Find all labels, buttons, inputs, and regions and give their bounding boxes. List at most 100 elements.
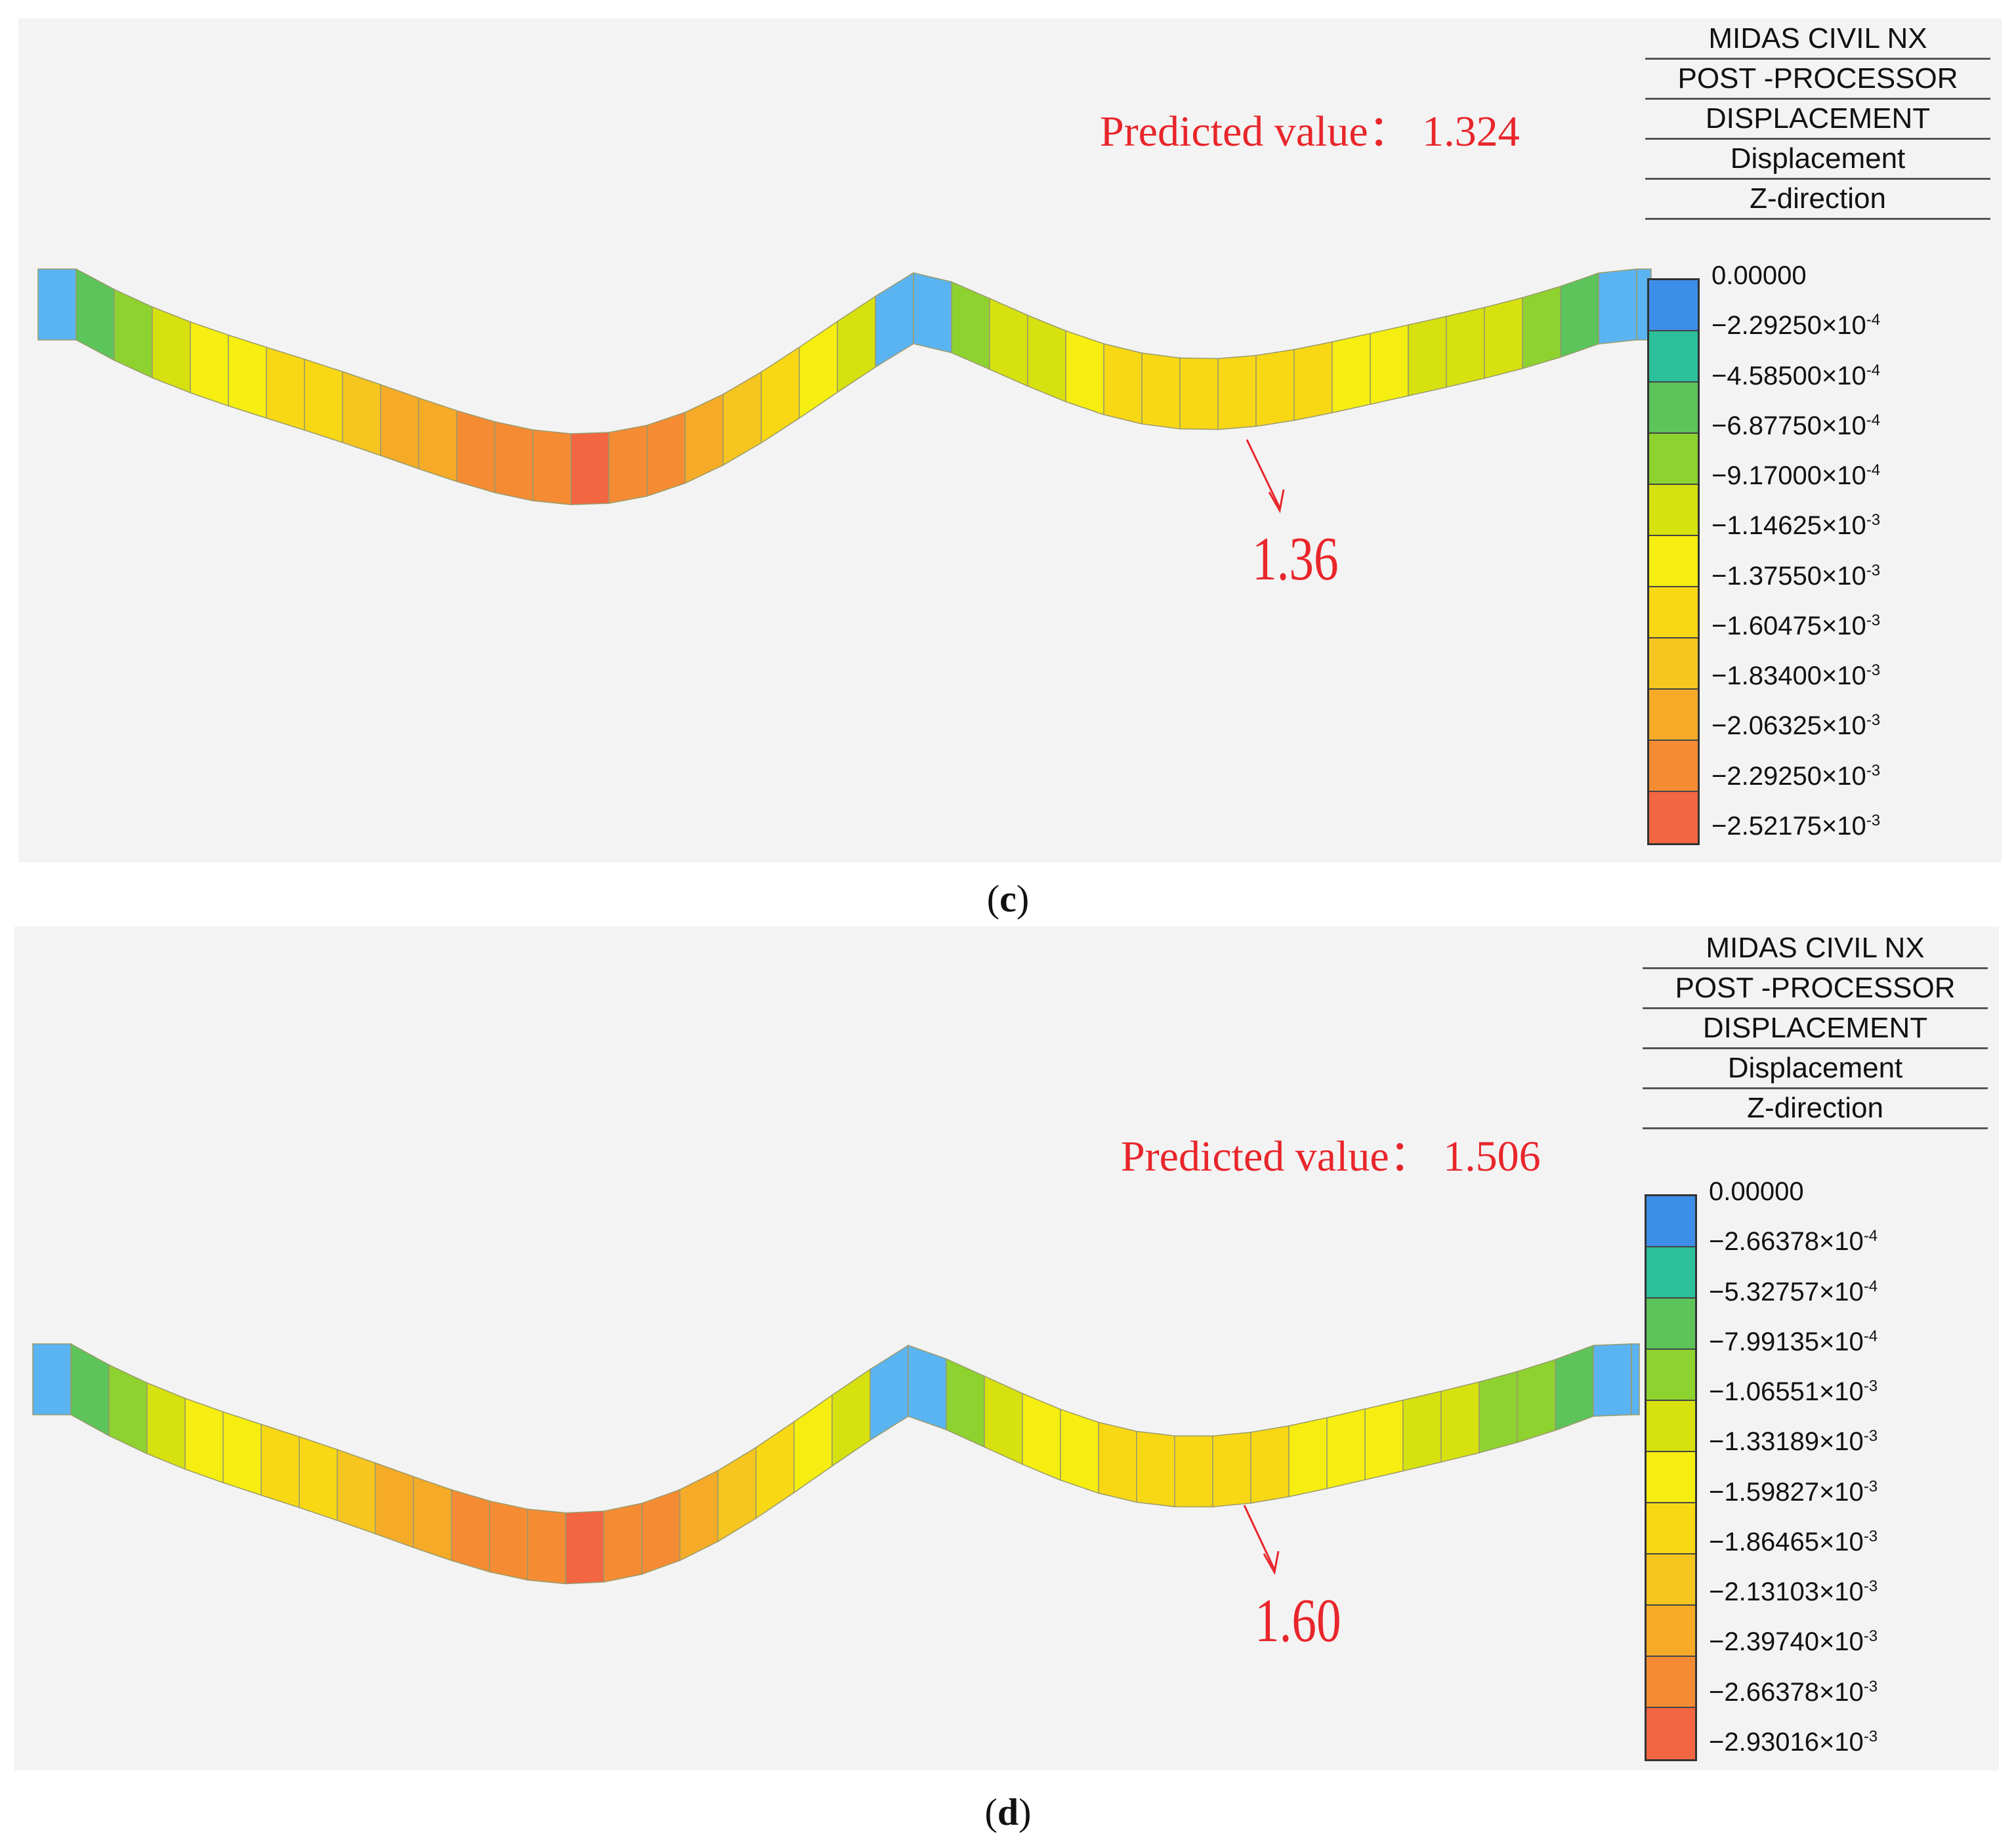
predicted-value-label: Predicted value： 1.324 bbox=[1100, 108, 1520, 156]
beam-element bbox=[304, 358, 343, 444]
scale-label: −1.60475×10-3 bbox=[1712, 611, 1881, 640]
beam-element bbox=[32, 1343, 72, 1415]
beam-element bbox=[603, 1503, 642, 1583]
beam-element bbox=[831, 1368, 871, 1467]
beam-element bbox=[755, 1421, 795, 1520]
scale-label: −2.66378×10-3 bbox=[1709, 1677, 1878, 1707]
beam-element bbox=[646, 411, 686, 497]
beam-element bbox=[190, 321, 229, 407]
legend-title-module: POST -PROCESSOR bbox=[1643, 969, 1988, 1009]
scale-swatch bbox=[1647, 1554, 1695, 1606]
beam-element bbox=[1522, 285, 1561, 369]
scale-label: −6.87750×10-4 bbox=[1712, 411, 1881, 440]
beam-element bbox=[679, 1469, 719, 1562]
beam-element bbox=[37, 268, 77, 341]
scale-swatch bbox=[1649, 638, 1698, 690]
beam-element bbox=[837, 295, 876, 394]
legend-title-software: MIDAS CIVIL NX bbox=[1643, 929, 1988, 969]
legend-panel: MIDAS CIVIL NX POST -PROCESSOR DISPLACEM… bbox=[1634, 18, 2002, 862]
scale-swatch bbox=[1649, 331, 1698, 383]
beam-element bbox=[1408, 316, 1447, 397]
scale-swatch bbox=[1647, 1657, 1695, 1708]
beam-element bbox=[1103, 343, 1143, 425]
scale-swatch bbox=[1649, 383, 1698, 434]
beam-element bbox=[717, 1446, 757, 1543]
scale-swatch bbox=[1649, 485, 1698, 536]
beam-element bbox=[1446, 306, 1485, 388]
legend-title-component: Displacement bbox=[1645, 140, 1990, 180]
callout-arrow bbox=[1246, 439, 1285, 514]
beam-element bbox=[418, 397, 457, 482]
beam-element bbox=[1593, 1343, 1632, 1417]
scale-swatch bbox=[1647, 1299, 1695, 1350]
figure-caption-d: (d) bbox=[984, 1791, 1032, 1833]
scale-swatch bbox=[1647, 1350, 1695, 1401]
beam-element bbox=[1212, 1431, 1251, 1508]
beam-element bbox=[1370, 324, 1409, 406]
beam-element bbox=[870, 1345, 909, 1442]
scale-label: −9.17000×10-4 bbox=[1712, 461, 1881, 491]
beam-element bbox=[451, 1489, 490, 1573]
beam-element bbox=[608, 425, 648, 504]
beam-element bbox=[1174, 1435, 1213, 1508]
beam-element bbox=[913, 272, 952, 354]
scale-swatch bbox=[1649, 280, 1698, 331]
beam-element bbox=[1217, 354, 1257, 430]
beam-element bbox=[1022, 1392, 1061, 1481]
legend-title-component: Displacement bbox=[1643, 1049, 1988, 1089]
scale-label: −2.93016×10-3 bbox=[1709, 1727, 1878, 1757]
scale-swatch bbox=[1647, 1503, 1695, 1554]
scale-label: −1.14625×10-3 bbox=[1712, 511, 1881, 541]
scale-label: −1.06551×10-3 bbox=[1709, 1377, 1878, 1407]
contour-view-d: Predicted value： 1.506 1.60 MIDAS CIVIL … bbox=[14, 927, 1999, 1770]
beam-element bbox=[1136, 1430, 1175, 1508]
beam-element bbox=[489, 1500, 528, 1581]
beam-element bbox=[951, 281, 990, 371]
beam-element bbox=[1326, 1408, 1366, 1490]
beam-element bbox=[1598, 268, 1637, 344]
beam-element bbox=[1332, 333, 1371, 413]
beam-element bbox=[1060, 1408, 1099, 1494]
beam-contour-d bbox=[32, 1343, 1640, 1585]
beam-element bbox=[413, 1476, 452, 1562]
beam-element bbox=[799, 320, 838, 419]
beam-element bbox=[565, 1511, 604, 1585]
beam-element bbox=[184, 1397, 224, 1484]
legend-title-direction: Z-direction bbox=[1645, 180, 1990, 220]
legend-title-software: MIDAS CIVIL NX bbox=[1645, 20, 1990, 60]
scale-swatch bbox=[1647, 1452, 1695, 1503]
beam-element bbox=[494, 421, 534, 502]
beam-element bbox=[456, 409, 495, 493]
figure-caption-c: (c) bbox=[986, 877, 1030, 920]
scale-label: −2.29250×10-3 bbox=[1712, 761, 1881, 791]
beam-element bbox=[1484, 297, 1523, 379]
scale-swatch bbox=[1647, 1606, 1695, 1657]
beam-element bbox=[299, 1436, 338, 1522]
beam-element bbox=[152, 306, 191, 394]
legend-panel: MIDAS CIVIL NX POST -PROCESSOR DISPLACEM… bbox=[1631, 927, 1999, 1770]
beam-element bbox=[1364, 1399, 1404, 1481]
scale-label: −2.29250×10-4 bbox=[1712, 311, 1881, 341]
beam-element bbox=[984, 1375, 1023, 1465]
beam-contour-c bbox=[37, 268, 1652, 505]
beam-element bbox=[1440, 1381, 1480, 1463]
scale-label: −2.06325×10-3 bbox=[1712, 711, 1881, 741]
beam-element bbox=[1065, 330, 1104, 415]
scale-label: −7.99135×10-4 bbox=[1709, 1327, 1878, 1356]
beam-element bbox=[1293, 341, 1333, 421]
contour-view-c: Predicted value： 1.324 1.36 MIDAS CIVIL … bbox=[18, 18, 2002, 862]
legend-title-result: DISPLACEMENT bbox=[1645, 100, 1990, 140]
scale-swatch bbox=[1649, 792, 1698, 843]
legend-title-module: POST -PROCESSOR bbox=[1645, 60, 1990, 100]
beam-element bbox=[1255, 348, 1295, 427]
scale-label: 0.00000 bbox=[1709, 1177, 1804, 1206]
scale-label: −2.66378×10-4 bbox=[1709, 1227, 1878, 1257]
beam-element bbox=[375, 1462, 414, 1549]
beam-element bbox=[75, 268, 115, 362]
scale-label: −5.32757×10-4 bbox=[1709, 1277, 1878, 1306]
scale-swatch bbox=[1647, 1401, 1695, 1452]
beam-element bbox=[261, 1423, 300, 1509]
scale-label: −1.86465×10-3 bbox=[1709, 1527, 1878, 1556]
scale-label: −2.39740×10-3 bbox=[1709, 1627, 1878, 1657]
beam-element bbox=[70, 1343, 110, 1437]
